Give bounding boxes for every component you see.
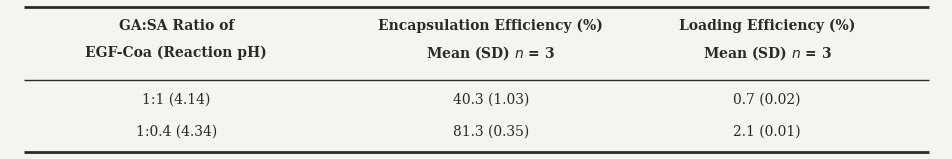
Text: 1:1 (4.14): 1:1 (4.14) [142,92,210,106]
Text: Encapsulation Efficiency (%): Encapsulation Efficiency (%) [378,19,603,33]
Text: Mean (SD) $\it{n}$ = 3: Mean (SD) $\it{n}$ = 3 [702,44,831,62]
Text: Mean (SD) $\it{n}$ = 3: Mean (SD) $\it{n}$ = 3 [426,44,555,62]
Text: 1:0.4 (4.34): 1:0.4 (4.34) [135,124,217,138]
Text: Loading Efficiency (%): Loading Efficiency (%) [678,19,855,33]
Text: 40.3 (1.03): 40.3 (1.03) [452,92,528,106]
Text: 81.3 (0.35): 81.3 (0.35) [452,124,528,138]
Text: 0.7 (0.02): 0.7 (0.02) [733,92,800,106]
Text: EGF-Coa (Reaction pH): EGF-Coa (Reaction pH) [86,46,267,60]
Text: GA:SA Ratio of: GA:SA Ratio of [118,19,234,33]
Text: 2.1 (0.01): 2.1 (0.01) [733,124,800,138]
